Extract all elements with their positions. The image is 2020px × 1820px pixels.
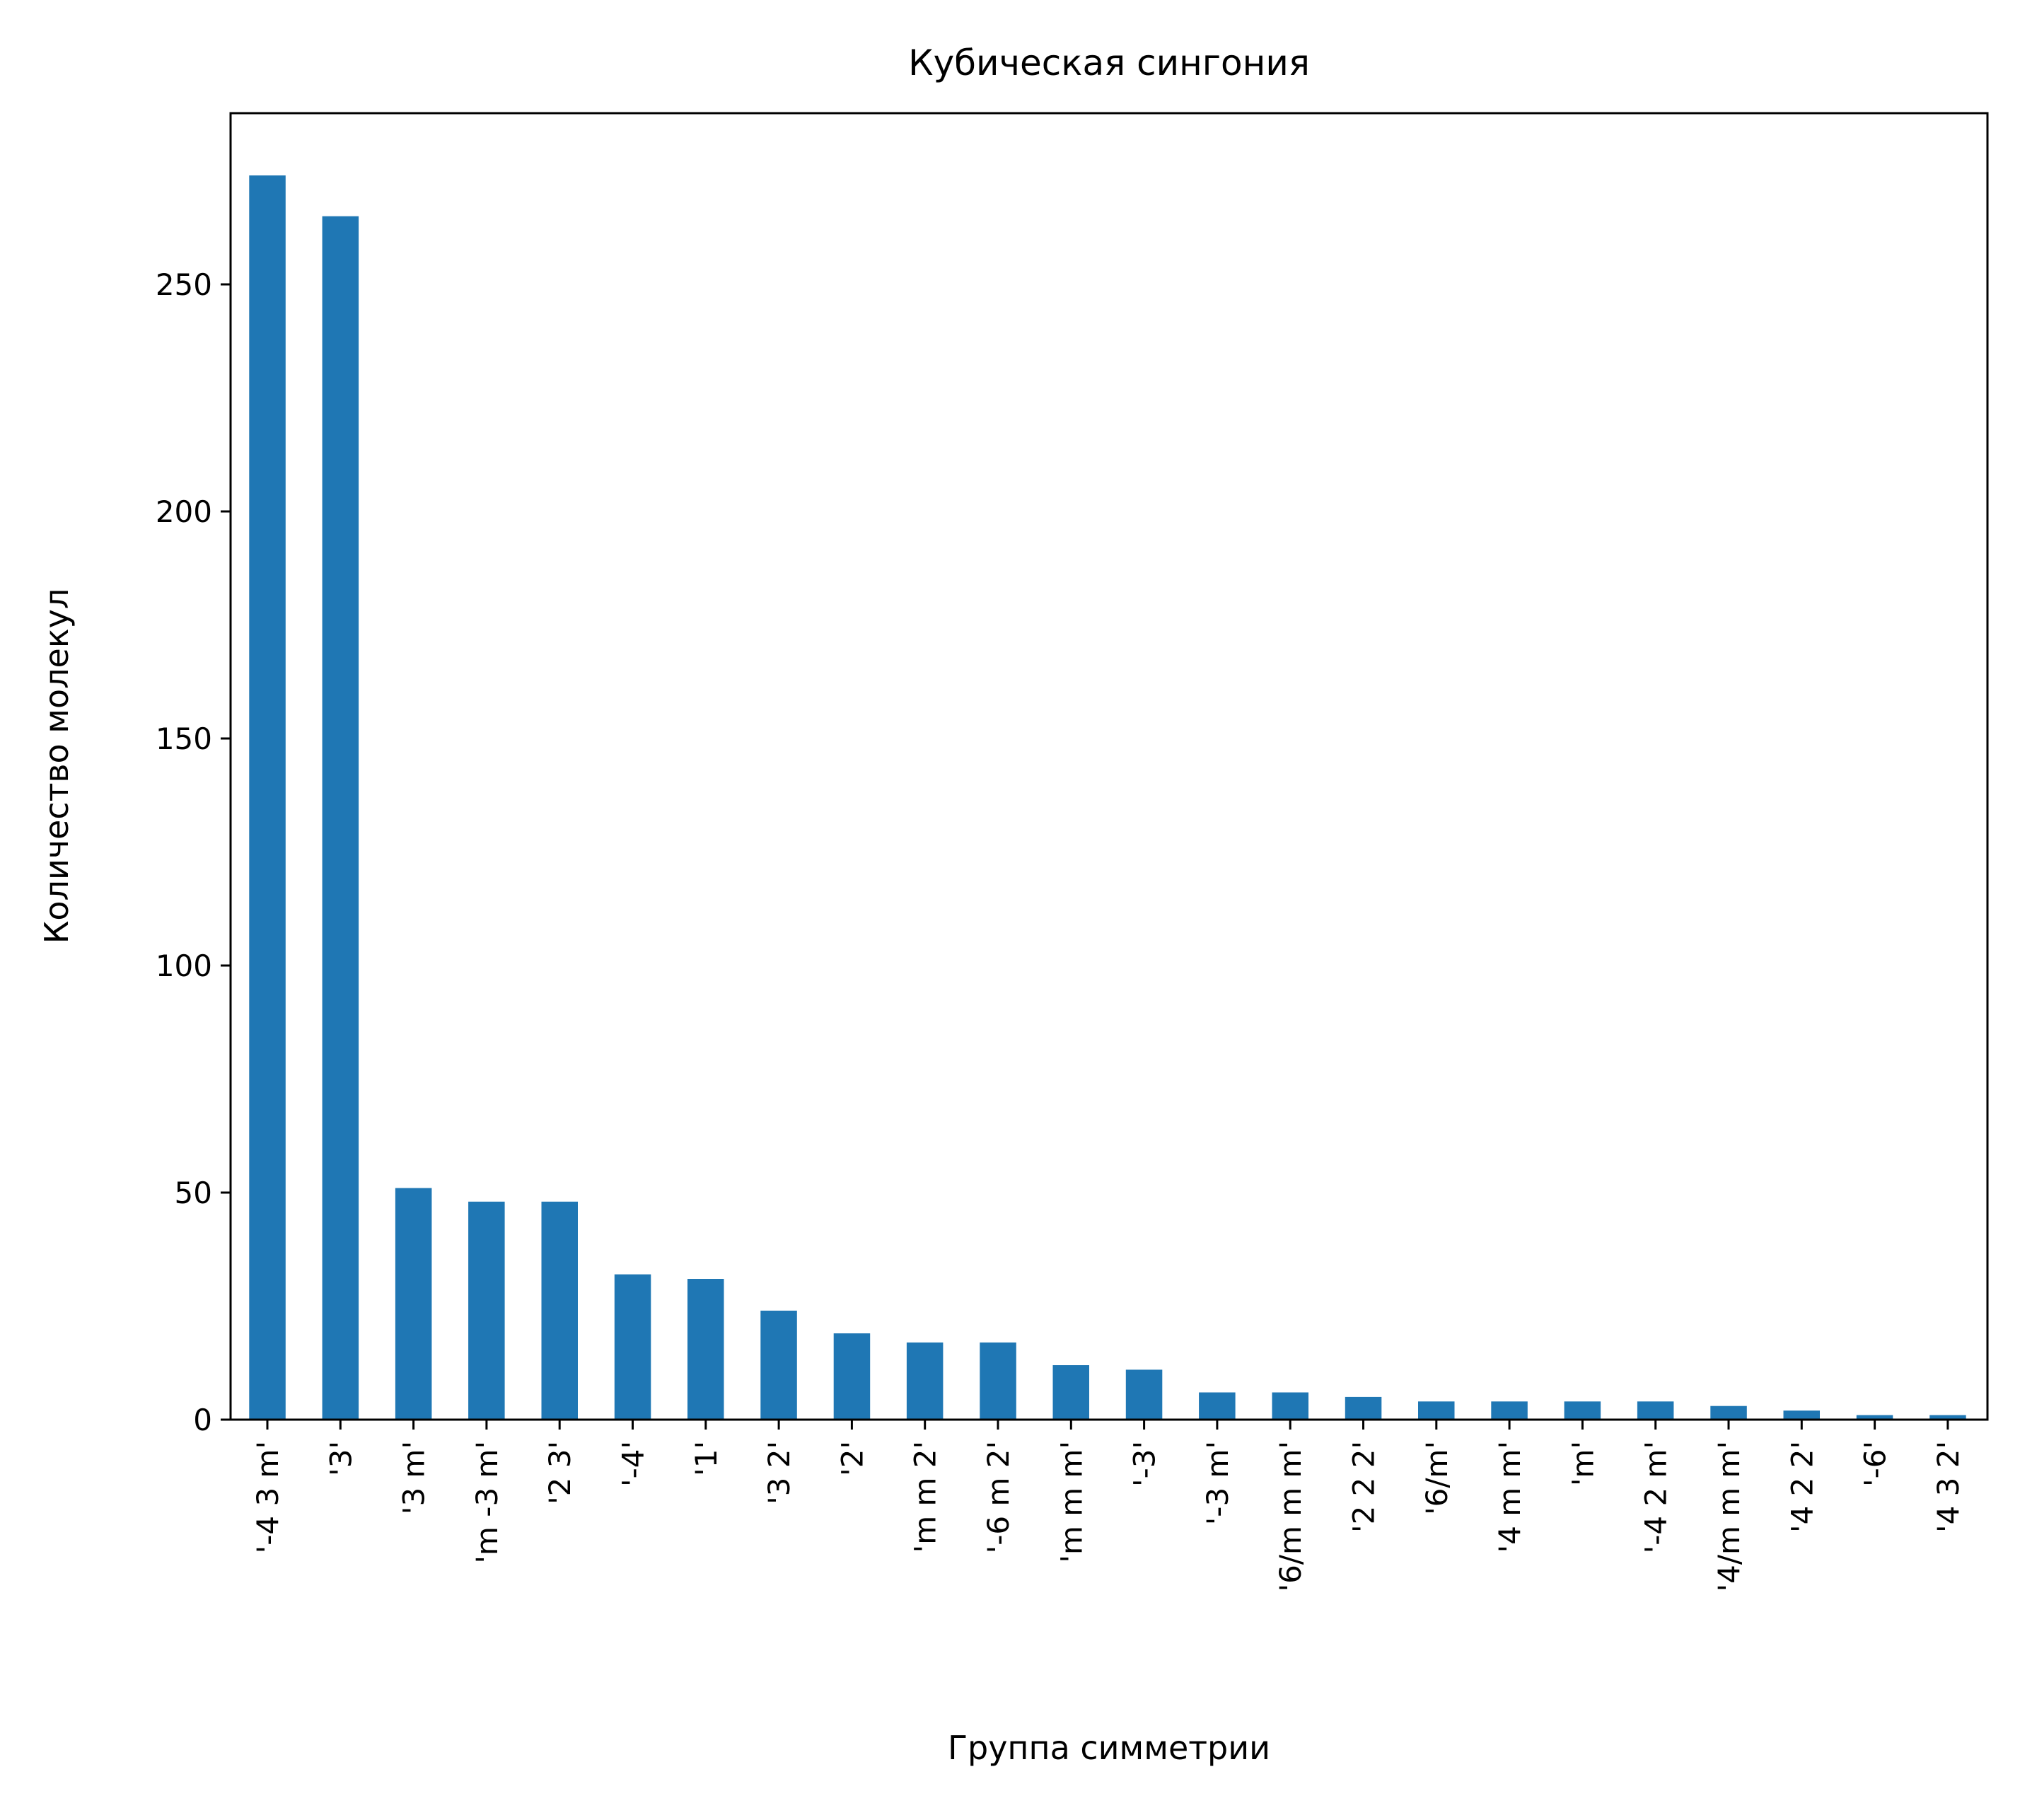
bar — [1125, 1369, 1163, 1420]
bar — [906, 1342, 944, 1420]
bar — [980, 1342, 1016, 1420]
bar — [1418, 1401, 1455, 1420]
y-tick-label: 250 — [156, 267, 212, 302]
x-tick-label: '4 2 2' — [1784, 1441, 1819, 1533]
x-tick-label: '1' — [689, 1441, 724, 1476]
x-tick-label: '2 2 2' — [1347, 1441, 1381, 1533]
bar — [395, 1188, 432, 1420]
bar — [249, 175, 286, 1420]
bar — [1637, 1401, 1674, 1420]
x-tick-label: '-3' — [1127, 1441, 1162, 1487]
x-tick-label: '6/m m m' — [1273, 1441, 1308, 1592]
x-tick-label: '-3 m' — [1200, 1441, 1235, 1525]
bar — [1491, 1401, 1528, 1420]
bar — [1345, 1396, 1382, 1420]
x-tick-label: 'm' — [1565, 1441, 1600, 1486]
x-axis: '-4 3 m' '3' '3 m' 'm -3 m' '2 3' '-4' '1' '3 2… — [250, 1420, 1966, 1592]
x-axis-label: Группа симметрии — [948, 1729, 1270, 1767]
x-tick-label: '4 m m' — [1492, 1441, 1527, 1553]
x-tick-label: 'm m 2' — [908, 1441, 943, 1553]
x-tick-label: '-4 3 m' — [250, 1441, 285, 1553]
bar — [1272, 1392, 1308, 1420]
x-tick-label: '-4 2 m' — [1639, 1441, 1673, 1553]
y-tick-label: 100 — [156, 949, 212, 983]
bar — [687, 1279, 724, 1420]
bar — [614, 1274, 651, 1420]
y-axis-label: Количество молекул — [37, 589, 76, 944]
bars-group — [249, 175, 1966, 1420]
y-tick-label: 0 — [193, 1403, 212, 1437]
x-tick-label: '3 m' — [397, 1441, 431, 1514]
y-axis: 0 50 100 150 200 250 — [156, 267, 231, 1437]
plot-frame — [229, 112, 1989, 1421]
y-tick-label: 50 — [175, 1176, 212, 1210]
x-tick-label: 'm -3 m' — [470, 1441, 504, 1564]
y-tick-label: 150 — [156, 721, 212, 756]
x-tick-label: '6/m' — [1420, 1441, 1454, 1515]
x-tick-label: '3' — [323, 1441, 358, 1476]
bar — [1929, 1415, 1966, 1420]
x-tick-label: '-6 m 2' — [981, 1441, 1016, 1553]
x-tick-label: '-4' — [616, 1441, 651, 1487]
bar — [1564, 1401, 1601, 1420]
bar — [1710, 1405, 1747, 1420]
x-tick-label: '4 3 2' — [1931, 1441, 1966, 1533]
bar — [322, 216, 359, 1420]
bar — [468, 1201, 505, 1420]
chart-title: Кубическая сингония — [908, 42, 1310, 83]
bar — [760, 1310, 797, 1420]
bar — [541, 1201, 578, 1420]
x-tick-label: '2' — [835, 1441, 869, 1476]
x-tick-label: 'm m m' — [1054, 1441, 1089, 1563]
bar — [833, 1333, 871, 1420]
bar — [1783, 1410, 1820, 1420]
x-tick-label: '2 3' — [542, 1441, 577, 1505]
y-tick-label: 200 — [156, 494, 212, 529]
bar — [1856, 1415, 1893, 1420]
x-tick-label: '3 2' — [762, 1441, 796, 1505]
x-tick-label: '4/m m m' — [1712, 1441, 1746, 1592]
bar — [1052, 1365, 1089, 1420]
bar — [1199, 1392, 1236, 1420]
x-tick-label: '-6' — [1858, 1441, 1893, 1487]
